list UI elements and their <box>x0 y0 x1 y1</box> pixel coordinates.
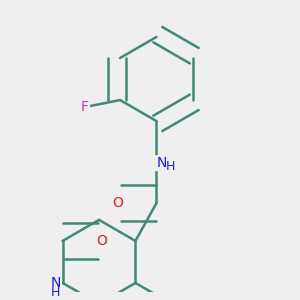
Text: O: O <box>112 196 123 210</box>
Text: H: H <box>166 160 175 173</box>
Text: F: F <box>81 100 89 114</box>
Text: O: O <box>96 234 107 248</box>
Text: N: N <box>156 156 166 170</box>
Text: H: H <box>51 286 60 298</box>
Text: N: N <box>50 276 61 290</box>
